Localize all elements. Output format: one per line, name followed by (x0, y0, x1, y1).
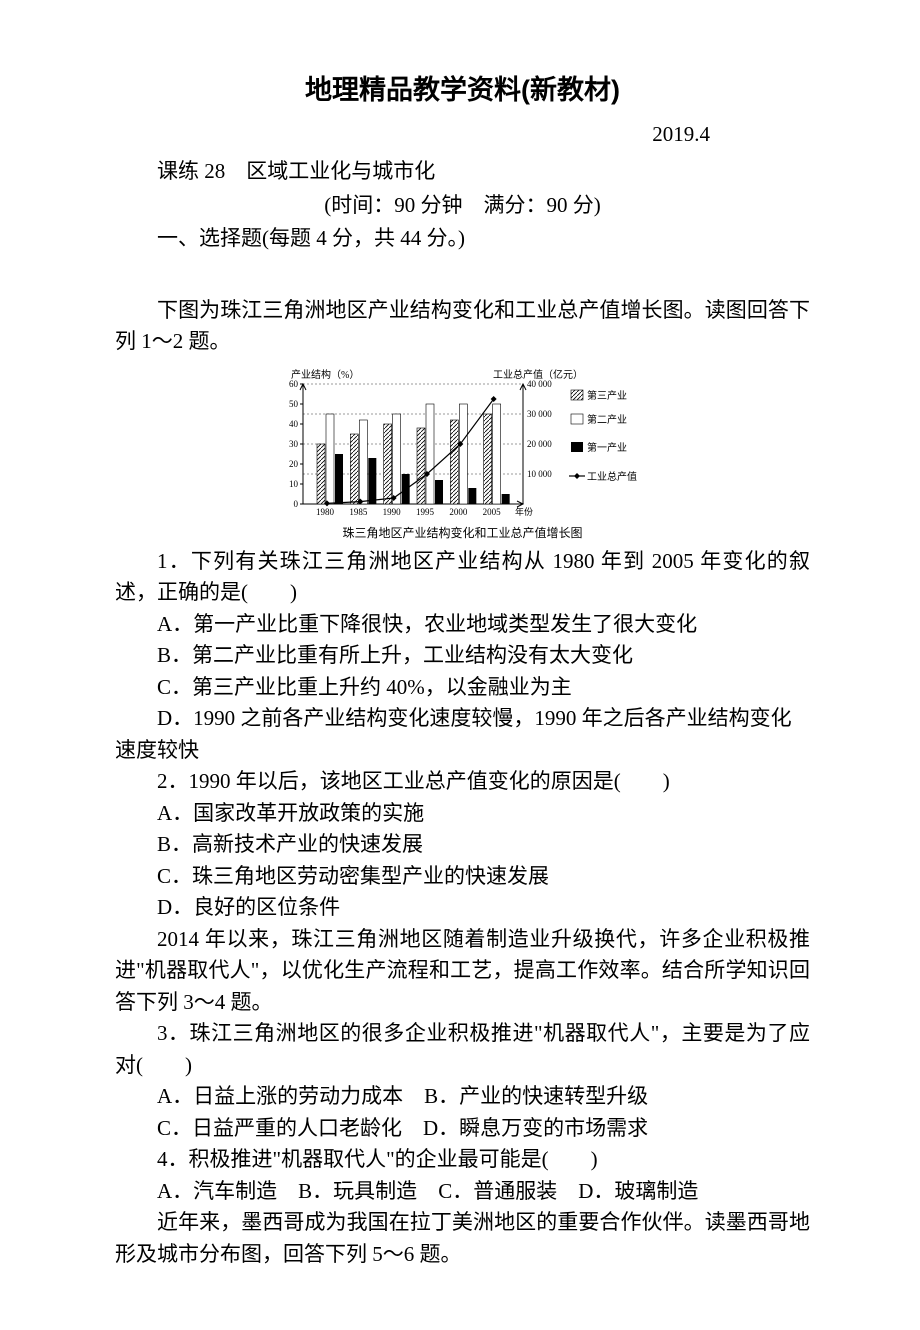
industry-chart: 010203040506010 00020 00030 00040 000产业结… (253, 364, 673, 524)
svg-text:30: 30 (289, 439, 299, 449)
intro-paragraph: 下图为珠江三角洲地区产业结构变化和工业总产值增长图。读图回答下列 1～2 题。 (115, 295, 810, 358)
passage-2: 2014 年以来，珠江三角洲地区随着制造业升级换代，许多企业积极推进"机器取代人… (115, 924, 810, 1019)
q4-stem: 4．积极推进"机器取代人"的企业最可能是( ) (115, 1144, 810, 1176)
q2-option-d: D．良好的区位条件 (115, 892, 810, 924)
svg-text:40: 40 (289, 419, 299, 429)
q2-option-b: B．高新技术产业的快速发展 (115, 829, 810, 861)
q1-option-d: D．1990 之前各产业结构变化速度较慢，1990 年之后各产业结构变化速度较快 (115, 703, 810, 766)
chart-caption: 珠三角地区产业结构变化和工业总产值增长图 (115, 524, 810, 542)
svg-text:第二产业: 第二产业 (587, 413, 627, 426)
passage-3: 近年来，墨西哥成为我国在拉丁美洲地区的重要合作伙伴。读墨西哥地形及城市分布图，回… (115, 1207, 810, 1270)
q1-option-a: A．第一产业比重下降很快，农业地域类型发生了很大变化 (115, 609, 810, 641)
svg-text:第一产业: 第一产业 (587, 441, 627, 454)
chart-container: 010203040506010 00020 00030 00040 000产业结… (115, 364, 810, 524)
svg-text:2005: 2005 (482, 507, 501, 517)
svg-text:1995: 1995 (416, 507, 435, 517)
q3-option-a: A．日益上涨的劳动力成本 (157, 1084, 403, 1108)
section-heading: 一、选择题(每题 4 分，共 44 分。) (115, 223, 810, 255)
svg-text:1980: 1980 (316, 507, 335, 517)
date-line: 2019.4 (115, 119, 810, 151)
svg-text:产业结构（%）: 产业结构（%） (291, 368, 359, 381)
svg-text:1990: 1990 (382, 507, 401, 517)
q3-option-b: B．产业的快速转型升级 (424, 1084, 648, 1108)
svg-text:30 000: 30 000 (527, 409, 552, 419)
main-title: 地理精品教学资料(新教材) (115, 70, 810, 111)
svg-text:工业总产值: 工业总产值 (587, 470, 637, 483)
svg-text:2000: 2000 (449, 507, 468, 517)
svg-text:50: 50 (289, 399, 299, 409)
q3-option-d: D．瞬息万变的市场需求 (423, 1116, 648, 1140)
exam-page: 地理精品教学资料(新教材) 2019.4 课练 28 区域工业化与城市化 (时间… (0, 0, 920, 1330)
lesson-title: 课练 28 区域工业化与城市化 (115, 156, 810, 188)
svg-text:20 000: 20 000 (527, 439, 552, 449)
q2-option-a: A．国家改革开放政策的实施 (115, 798, 810, 830)
q4-option-c: C．普通服装 (438, 1179, 557, 1203)
q4-option-b: B．玩具制造 (298, 1179, 417, 1203)
q1-option-c: C．第三产业比重上升约 40%，以金融业为主 (115, 672, 810, 704)
svg-text:1985: 1985 (349, 507, 368, 517)
q1-stem: 1．下列有关珠江三角洲地区产业结构从 1980 年到 2005 年变化的叙述，正… (115, 546, 810, 609)
section-label: 一、选择题 (157, 227, 262, 250)
q3-stem: 3．珠江三角洲地区的很多企业积极推进"机器取代人"，主要是为了应对( ) (115, 1018, 810, 1081)
svg-text:第三产业: 第三产业 (587, 389, 627, 402)
q4-options: A．汽车制造 B．玩具制造 C．普通服装 D．玻璃制造 (115, 1176, 810, 1208)
q4-option-a: A．汽车制造 (157, 1179, 277, 1203)
q1-option-b: B．第二产业比重有所上升，工业结构没有太大变化 (115, 640, 810, 672)
q3-options-cd: C．日益严重的人口老龄化 D．瞬息万变的市场需求 (115, 1113, 810, 1145)
q3-options-ab: A．日益上涨的劳动力成本 B．产业的快速转型升级 (115, 1081, 810, 1113)
svg-text:年份: 年份 (515, 506, 533, 517)
svg-text:10 000: 10 000 (527, 469, 552, 479)
section-detail: (每题 4 分，共 44 分。) (262, 226, 465, 250)
q2-option-c: C．珠三角地区劳动密集型产业的快速发展 (115, 861, 810, 893)
q4-option-d: D．玻璃制造 (578, 1179, 698, 1203)
svg-text:10: 10 (289, 479, 299, 489)
svg-text:20: 20 (289, 459, 299, 469)
q2-stem: 2．1990 年以后，该地区工业总产值变化的原因是( ) (115, 766, 810, 798)
q3-option-c: C．日益严重的人口老龄化 (157, 1116, 402, 1140)
svg-text:工业总产值（亿元）: 工业总产值（亿元） (493, 368, 583, 381)
svg-text:0: 0 (293, 499, 298, 509)
timing-line: (时间：90 分钟 满分：90 分) (115, 190, 810, 222)
